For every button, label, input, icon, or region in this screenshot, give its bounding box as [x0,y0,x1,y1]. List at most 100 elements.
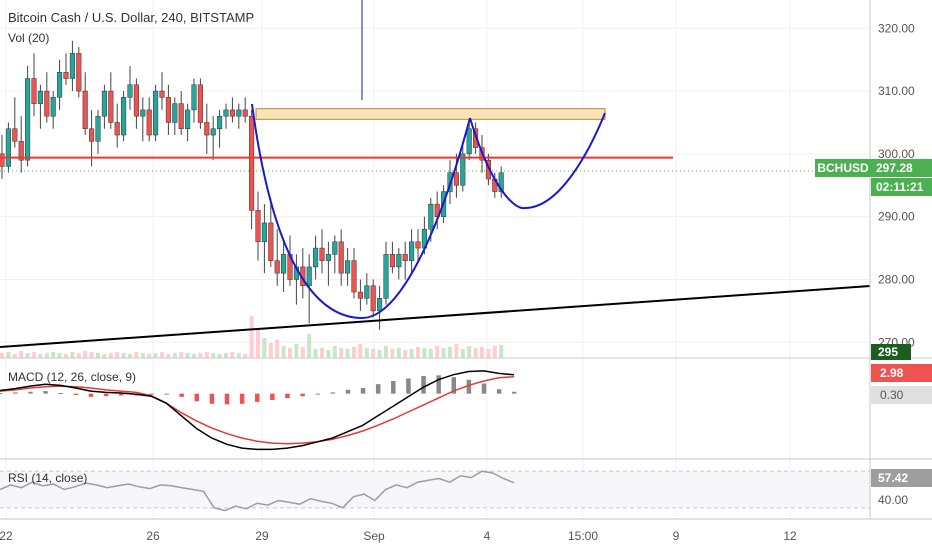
candle-body [306,266,312,287]
volume-legend: Vol (20) [8,31,49,45]
volume-bar [422,348,427,358]
candle-body [159,90,165,98]
candle-body [402,254,408,261]
volume-bar [326,350,331,358]
time-tick-label: 29 [255,529,269,543]
trend-line [0,285,871,348]
volume-bar [294,344,299,358]
candle-body [172,103,178,123]
macd-histogram-bar [239,393,245,404]
rsi-legend: RSI (14, close) [8,471,87,485]
macd-hist-tag: 0.30 [871,386,932,404]
candle-body [5,128,11,167]
candle-body [69,53,75,79]
volume-bar [262,338,267,358]
time-tick-label: Sep [363,529,385,543]
candle-body [466,128,472,155]
candle-body [325,254,331,261]
macd-histogram-bar [149,393,154,395]
grid-lines [0,0,870,519]
rsi-pane [0,470,870,512]
macd-tag: 2.98 [871,364,932,382]
candle-body [31,78,37,104]
volume-bar [38,354,43,358]
candle-body [50,97,56,117]
supply-zone [255,108,606,120]
volume-bar [448,347,452,358]
candle-body [357,291,363,299]
volume-bar [64,354,68,358]
price-tick-label: 310.00 [878,84,915,98]
symbol-label: BCHUSD [817,161,869,175]
volume-bar [275,340,280,358]
candle-body [428,203,434,230]
time-tick-label: 26 [146,529,160,543]
volume-bar [160,352,164,358]
volume-bar [460,349,465,358]
candlesticks [0,40,504,330]
volume-bar [70,352,75,358]
volume-bars [0,316,504,358]
volume-bar [409,349,414,358]
macd-histogram-bar [164,393,169,395]
candle-body [332,241,338,255]
volume-bar [403,350,408,358]
candle-body [210,128,216,136]
rsi-band [0,471,870,508]
macd-histogram-bar [300,393,305,397]
macd-histogram-bar [43,391,48,394]
volume-bar [51,352,56,358]
volume-bar [224,353,228,358]
volume-bar [179,352,184,358]
candle-body [383,254,389,299]
volume-bar [300,347,305,358]
candle-body [377,298,383,312]
candle-body [498,172,504,192]
volume-bar [12,354,17,358]
candle-body [364,285,370,299]
macd-histogram-bar [194,393,200,402]
macd-histogram-bar [512,391,517,394]
candle-body [242,109,248,117]
volume-bar [313,349,318,358]
volume-bar [204,352,209,358]
time-tick-label: 4 [484,529,491,543]
candle-body [89,128,95,142]
countdown: 02:11:21 [876,180,924,194]
volume-bar [115,352,120,358]
macd-histogram-bar [28,391,33,394]
volume-bar [435,346,440,358]
candle-body [409,241,415,261]
macd-histogram-bar [496,389,502,394]
candle-body [453,172,459,186]
time-axis[interactable]: 22 26 29 Sep 4 15:00 9 12 [0,529,797,543]
candle-body [44,90,50,117]
candle-body [460,153,466,186]
volume-bar [281,346,286,358]
macd-histogram-bar [224,393,230,405]
macd-signal-line [0,375,515,445]
candle-body [268,222,274,261]
rsi-value: 57.42 [878,471,908,485]
volume-bar [192,354,196,358]
candle-body [63,71,69,79]
candle-body [236,109,242,117]
candle-body [12,128,18,142]
volume-bar [128,354,132,358]
macd-histogram-bar [391,381,396,394]
macd-histogram-bar [88,393,94,397]
volume-bar [236,353,241,358]
volume-bar [345,349,350,358]
volume-bar [441,348,446,358]
volume-bar [102,354,107,358]
countdown-tag: 02:11:21 [871,178,932,196]
macd-value: 2.98 [880,366,904,380]
candle-body [434,203,440,217]
candle-body [18,141,24,161]
rsi-line [0,470,515,512]
time-tick-label: 22 [0,529,13,543]
volume-bar [288,348,292,358]
volume-bar [230,352,235,358]
volume-bar [384,346,388,358]
